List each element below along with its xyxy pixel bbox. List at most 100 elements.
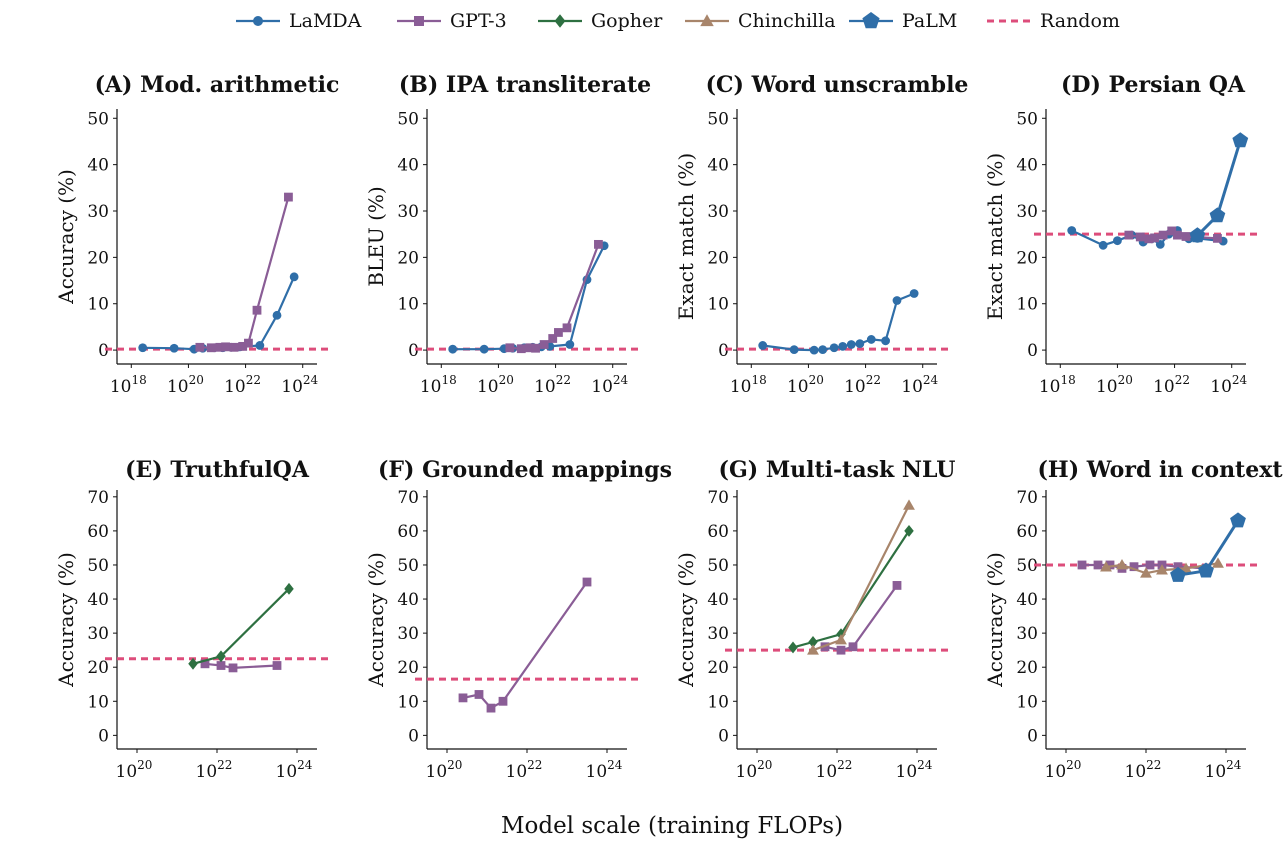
legend-label: Random: [1040, 10, 1120, 32]
data-point: [486, 703, 496, 713]
data-point: [855, 339, 865, 348]
data-point: [789, 345, 799, 355]
data-point: [448, 344, 458, 354]
series-gopher: [188, 582, 294, 670]
x-tick-label: 1018: [1039, 373, 1076, 397]
panel-title: (B) IPA transliterate: [399, 72, 651, 98]
y-tick-label: 20: [1016, 248, 1038, 268]
data-point: [1212, 557, 1224, 568]
data-point: [1067, 226, 1077, 235]
legend-marker: [554, 14, 566, 28]
data-point: [807, 644, 819, 655]
data-point: [836, 645, 846, 655]
series-palm: [1170, 512, 1246, 582]
series-lamda: [448, 241, 609, 354]
data-point: [1209, 207, 1226, 223]
panel-title: (H) Word in context: [1038, 457, 1284, 483]
y-tick-label: 70: [397, 488, 419, 508]
y-tick-label: 0: [98, 726, 109, 746]
legend-label: Chinchilla: [738, 10, 836, 32]
y-tick-label: 0: [408, 726, 419, 746]
y-tick-label: 60: [1016, 522, 1038, 542]
y-tick-label: 20: [397, 248, 419, 268]
data-point: [594, 239, 603, 249]
data-point: [1181, 232, 1191, 241]
data-point: [1077, 560, 1087, 570]
series-line: [824, 584, 898, 652]
data-point: [272, 310, 282, 320]
y-tick-label: 40: [87, 156, 109, 176]
data-point: [531, 343, 540, 353]
series-gpt-3: [505, 239, 603, 354]
series-gpt-3: [200, 659, 282, 673]
y-tick-label: 50: [87, 109, 109, 129]
series-lamda: [758, 289, 919, 355]
y-tick-label: 50: [707, 109, 729, 129]
y-tick-label: 10: [397, 692, 419, 712]
series-lamda: [138, 272, 299, 354]
x-tick-label: 1022: [1125, 758, 1162, 782]
data-point: [1156, 564, 1168, 575]
data-point: [1144, 234, 1154, 244]
data-point: [1145, 560, 1155, 570]
data-point: [846, 340, 856, 349]
data-point: [1173, 230, 1182, 240]
data-point: [548, 334, 558, 343]
panel-title: (A) Mod. arithmetic: [95, 72, 340, 98]
series-line: [462, 581, 588, 710]
y-tick-label: 10: [1016, 295, 1038, 315]
data-point: [188, 657, 198, 670]
y-tick-label: 50: [1016, 109, 1038, 129]
y-tick-label: 30: [397, 202, 419, 222]
data-point: [525, 343, 535, 353]
y-tick-label: 20: [707, 248, 729, 268]
x-tick-label: 1024: [586, 758, 623, 782]
legend-label: GPT-3: [450, 10, 507, 32]
x-tick-label: 1022: [844, 373, 881, 397]
data-point: [206, 343, 216, 353]
y-tick-label: 10: [707, 692, 729, 712]
data-point: [539, 340, 549, 349]
data-point: [244, 338, 253, 348]
data-point: [892, 581, 902, 590]
x-tick-label: 1018: [420, 373, 457, 397]
y-tick-label: 20: [87, 658, 109, 678]
y-tick-label: 0: [98, 341, 109, 361]
data-point: [1170, 566, 1186, 582]
data-point: [195, 342, 205, 352]
data-point: [1167, 226, 1177, 236]
data-point: [479, 344, 489, 354]
y-tick-label: 30: [1016, 624, 1038, 644]
data-point: [284, 582, 294, 595]
y-axis-label: Accuracy (%): [674, 552, 698, 688]
x-tick-label: 1020: [1096, 373, 1133, 397]
series-chinchilla: [807, 499, 915, 655]
data-point: [498, 696, 508, 706]
x-tick-label: 1024: [901, 373, 938, 397]
data-point: [252, 305, 262, 315]
y-tick-label: 30: [397, 624, 419, 644]
y-tick-label: 0: [408, 341, 419, 361]
data-point: [1213, 233, 1222, 243]
x-tick-label: 1022: [196, 758, 233, 782]
y-tick-label: 10: [87, 295, 109, 315]
data-point: [138, 343, 148, 353]
y-tick-label: 10: [397, 295, 419, 315]
data-point: [1129, 562, 1139, 572]
y-tick-label: 30: [87, 624, 109, 644]
series-line: [812, 504, 910, 652]
x-tick-label: 1018: [730, 373, 767, 397]
data-point: [216, 661, 226, 670]
data-point: [1230, 512, 1246, 528]
data-point: [565, 340, 575, 349]
y-axis-label: Accuracy (%): [983, 552, 1007, 688]
series-line: [192, 588, 290, 665]
y-tick-label: 60: [87, 522, 109, 542]
series-palm: [1189, 132, 1249, 243]
y-axis-label: Accuracy (%): [364, 552, 388, 688]
data-point: [1140, 567, 1152, 578]
